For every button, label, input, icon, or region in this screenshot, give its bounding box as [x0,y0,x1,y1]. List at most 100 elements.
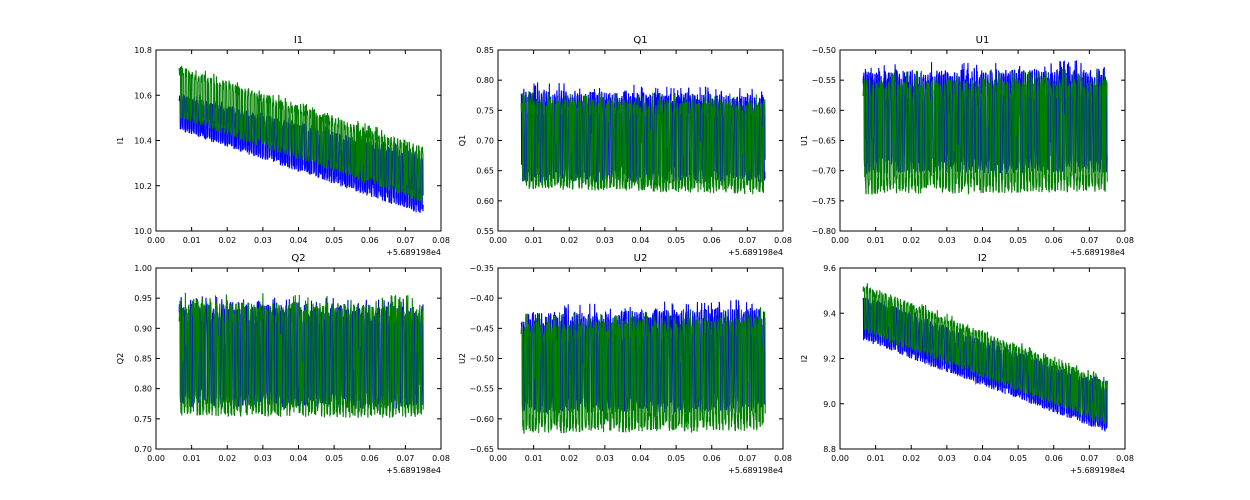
y-tick-label: 10.8 [134,46,152,55]
y-axis-label: Q2 [116,353,125,364]
x-tick-label: 0.04 [632,454,650,463]
y-tick-label: 0.75 [476,106,494,115]
x-tick-label: 0.00 [147,236,165,245]
y-tick-label: −0.50 [469,355,494,364]
y-tick-label: −0.40 [469,294,494,303]
x-tick-label: 0.01 [525,236,543,245]
y-tick-label: −0.60 [811,106,836,115]
x-tick-label: 0.06 [1045,454,1063,463]
x-tick-label: 0.03 [596,236,614,245]
y-tick-label: −0.60 [469,415,494,424]
series-line-2 [862,283,1108,425]
x-tick-label: 0.07 [738,236,756,245]
y-axis-label: U1 [800,135,809,146]
x-tick-label: 0.00 [489,236,507,245]
y-tick-label: −0.75 [811,197,836,206]
x-tick-label: 0.07 [396,454,414,463]
x-offset-label: +5.689198e4 [386,248,441,257]
y-tick-label: −0.80 [811,227,836,236]
subplot-i2: 0.00 0.01 0.02 0.03 0.04 0.05 0.06 0.07 0.08 8.8 9… [800,253,1134,475]
x-tick-label: 0.06 [361,236,379,245]
x-tick-label: 0.00 [831,236,849,245]
y-tick-label: −0.65 [469,445,494,454]
x-tick-label: 0.04 [290,236,308,245]
y-axis-label: Q1 [458,135,467,146]
y-tick-label: 0.85 [476,46,494,55]
x-tick-label: 0.03 [938,454,956,463]
y-tick-label: 0.85 [134,355,152,364]
y-tick-label: 0.65 [476,167,494,176]
x-tick-label: 0.05 [325,236,343,245]
y-tick-label: −0.65 [811,137,836,146]
y-tick-label: 0.80 [476,76,494,85]
subplot-title: Q2 [291,253,305,264]
series-line-2 [178,292,424,418]
y-tick-label: 10.2 [134,182,152,191]
x-tick-label: 0.01 [183,454,201,463]
y-tick-label: 0.70 [134,445,152,454]
x-offset-label: +5.689198e4 [1070,466,1125,475]
x-tick-label: 0.01 [867,236,885,245]
x-tick-label: 0.05 [667,236,685,245]
y-tick-label: 8.8 [823,445,836,454]
x-tick-label: 0.05 [667,454,685,463]
y-tick-label: 0.55 [476,227,494,236]
x-tick-label: 0.03 [596,454,614,463]
y-tick-label: −0.45 [469,324,494,333]
y-tick-label: 0.90 [134,324,152,333]
x-tick-label: 0.07 [1080,454,1098,463]
x-tick-label: 0.02 [902,236,920,245]
x-tick-label: 0.08 [774,454,792,463]
series-line-1 [862,297,1108,432]
x-tick-label: 0.00 [489,454,507,463]
x-tick-label: 0.08 [432,236,450,245]
x-tick-label: 0.07 [738,454,756,463]
y-tick-label: −0.70 [811,167,836,176]
y-tick-label: 9.2 [823,355,836,364]
x-tick-label: 0.05 [325,454,343,463]
series-line-2 [520,307,766,434]
x-tick-label: 0.08 [432,454,450,463]
x-tick-label: 0.06 [703,236,721,245]
y-tick-label: 9.0 [823,400,836,409]
x-tick-label: 0.07 [396,236,414,245]
y-tick-label: 10.0 [134,227,152,236]
y-tick-label: 0.60 [476,197,494,206]
y-tick-label: −0.50 [811,46,836,55]
x-tick-label: 0.08 [1116,454,1134,463]
y-tick-label: 0.70 [476,137,494,146]
x-tick-label: 0.04 [290,454,308,463]
x-tick-label: 0.00 [147,454,165,463]
subplot-u2: 0.00 0.01 0.02 0.03 0.04 0.05 0.06 0.07 0.08 −0.6… [458,253,792,475]
x-tick-label: 0.02 [560,236,578,245]
x-tick-label: 0.03 [254,236,272,245]
y-tick-label: 0.75 [134,415,152,424]
x-tick-label: 0.04 [632,236,650,245]
y-tick-label: 10.6 [134,91,152,100]
series-line-2 [520,91,766,195]
x-tick-label: 0.08 [1116,236,1134,245]
subplot-u1: 0.00 0.01 0.02 0.03 0.04 0.05 0.06 0.07 0.08 −0.8… [800,35,1134,257]
x-offset-label: +5.689198e4 [1070,248,1125,257]
y-tick-label: −0.55 [469,385,494,394]
x-tick-label: 0.01 [525,454,543,463]
x-tick-label: 0.05 [1009,454,1027,463]
series-line-2 [178,65,424,202]
x-offset-label: +5.689198e4 [386,466,441,475]
x-tick-label: 0.03 [254,454,272,463]
x-tick-label: 0.05 [1009,236,1027,245]
subplot-title: I1 [294,35,303,46]
subplot-title: U1 [976,35,990,46]
x-tick-label: 0.04 [974,236,992,245]
x-tick-label: 0.02 [902,454,920,463]
x-tick-label: 0.07 [1080,236,1098,245]
y-tick-label: 9.6 [823,264,836,273]
subplot-title: Q1 [633,35,647,46]
x-tick-label: 0.03 [938,236,956,245]
y-tick-label: 0.80 [134,385,152,394]
x-tick-label: 0.02 [218,454,236,463]
subplot-i1: 0.00 0.01 0.02 0.03 0.04 0.05 0.06 0.07 0.08 10.0… [116,35,450,257]
y-tick-label: −0.55 [811,76,836,85]
x-tick-label: 0.04 [974,454,992,463]
